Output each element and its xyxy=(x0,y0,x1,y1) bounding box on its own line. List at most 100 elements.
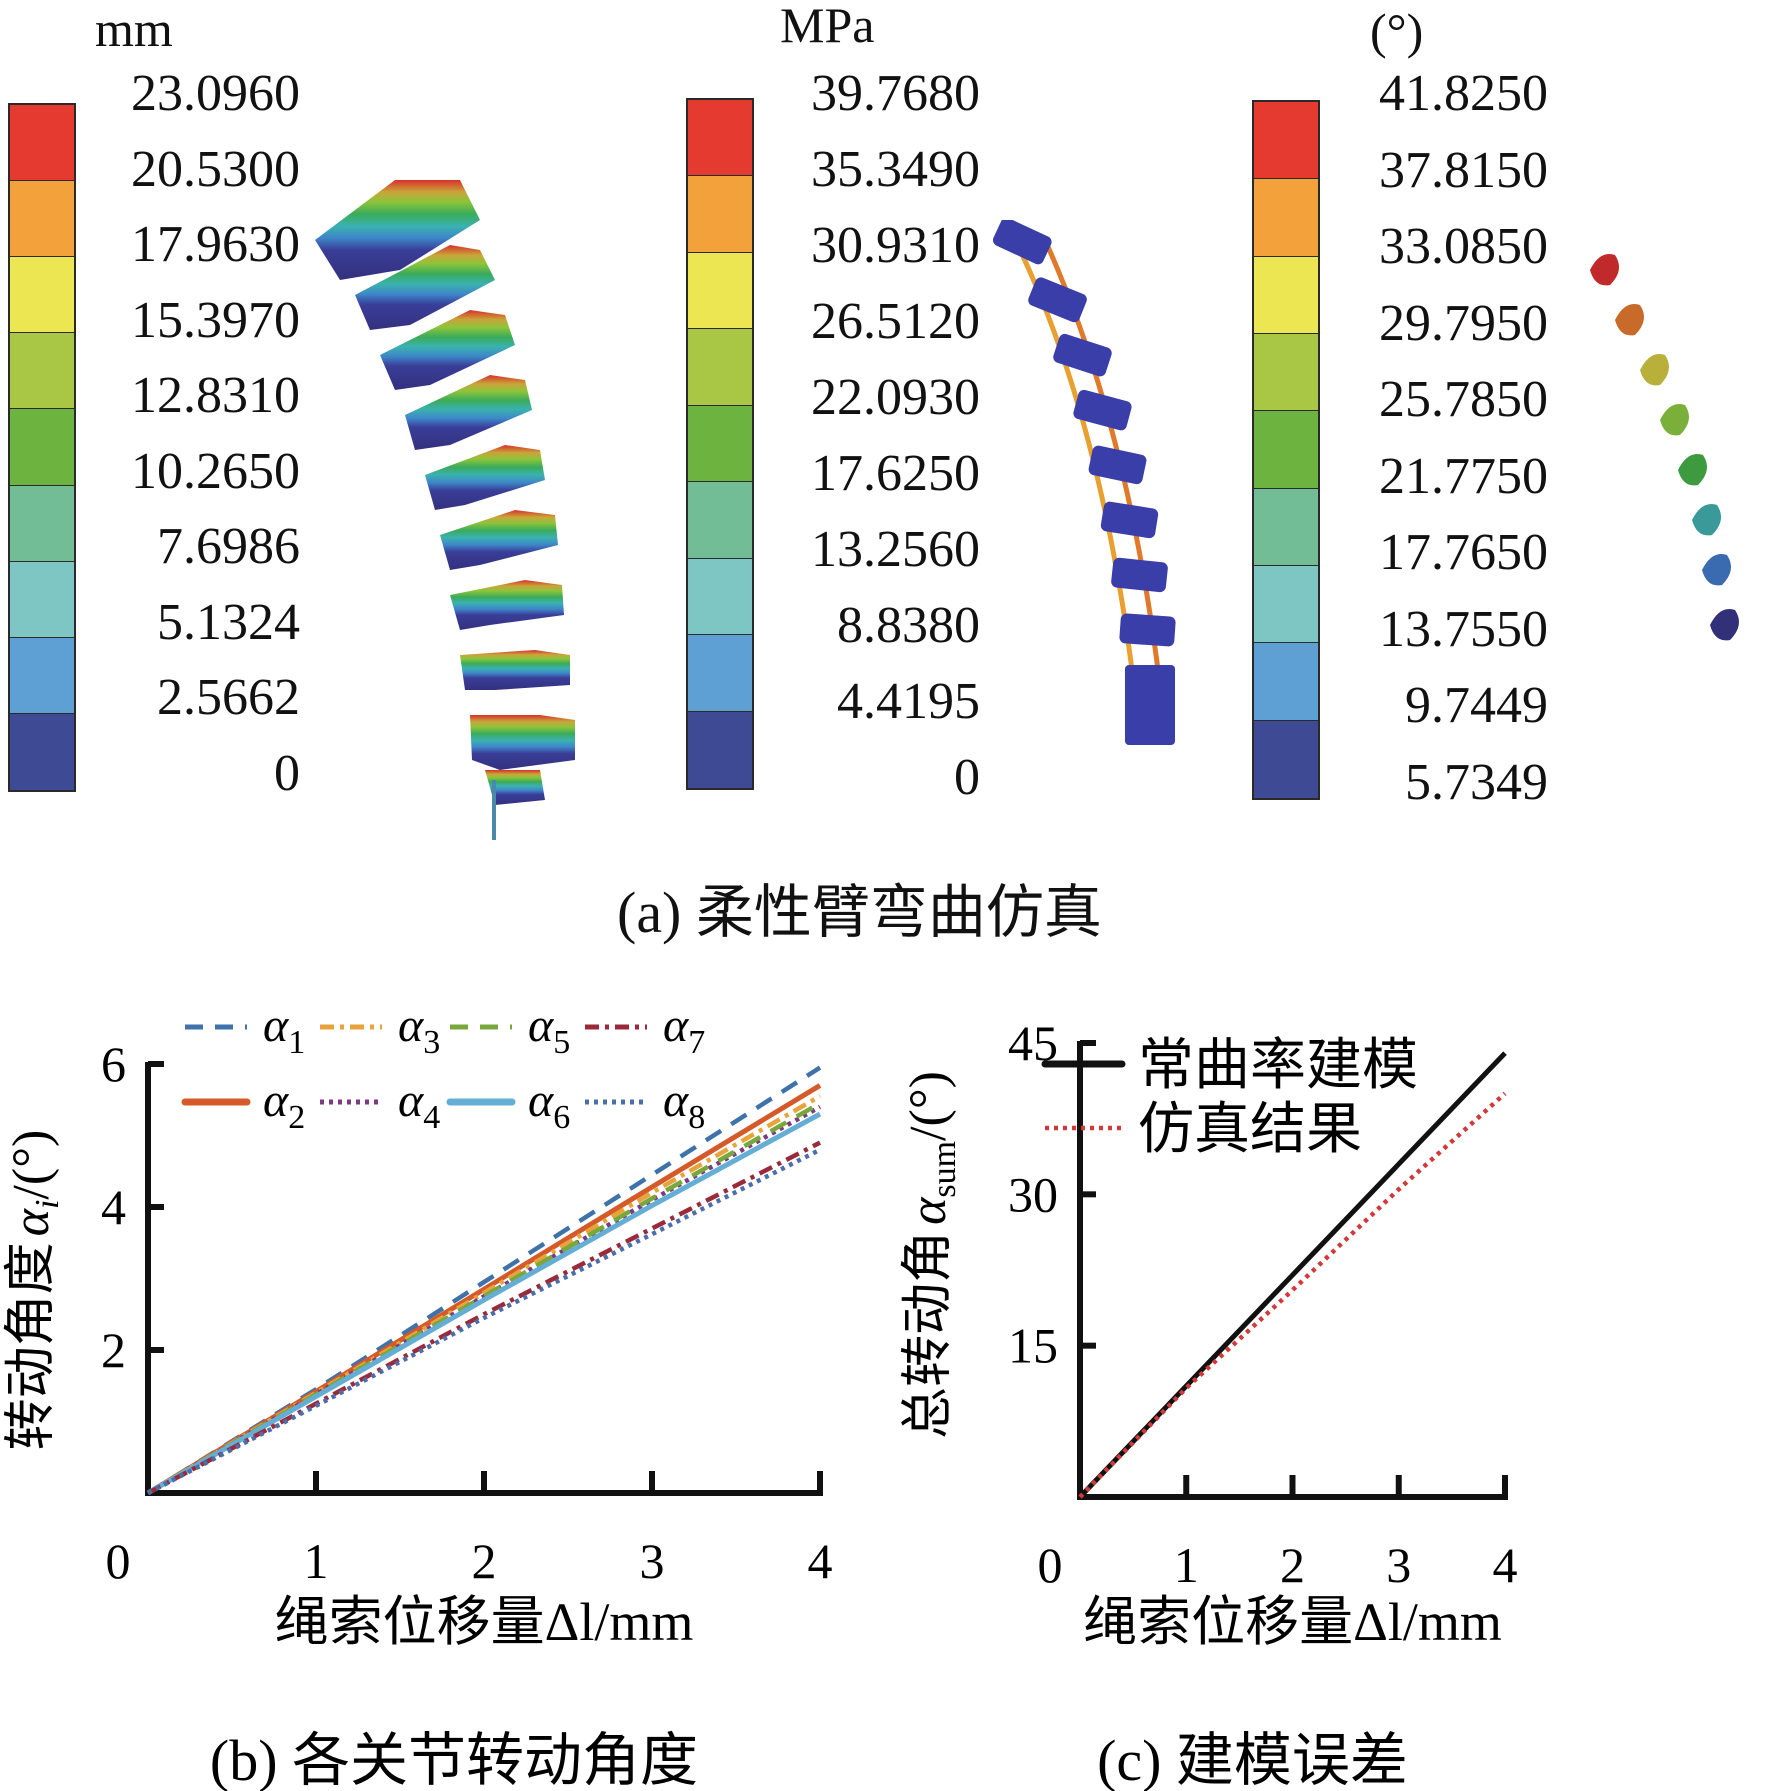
y-label-unit: /(°) xyxy=(3,1130,60,1200)
colorbar-tick-label: 0 xyxy=(954,749,980,806)
x-tick-label: 0 xyxy=(106,1533,131,1589)
y-tick-label: 6 xyxy=(101,1036,126,1092)
legend-2-colorbar xyxy=(686,98,754,790)
panel-a-caption: (a) 柔性臂弯曲仿真 xyxy=(617,880,1102,945)
y-axis-label: 转动角度 αi/(°) xyxy=(3,1130,66,1451)
colorbar-tick-label: 30.9310 xyxy=(811,217,980,274)
colorbar-band xyxy=(10,409,74,486)
legend-sub: 6 xyxy=(553,1099,570,1136)
legend-symbol: α xyxy=(663,1074,689,1127)
colorbar-tick-label: 41.8250 xyxy=(1379,65,1548,122)
colorbar-band xyxy=(10,181,74,258)
legend-sub: 8 xyxy=(688,1099,705,1136)
legend-symbol: α xyxy=(398,1074,424,1127)
colorbar-tick-label: 5.1324 xyxy=(157,593,300,651)
colorbar-band xyxy=(688,329,752,406)
legend-1-colorbar xyxy=(8,103,76,792)
colorbar-tick-label: 17.9630 xyxy=(131,216,300,273)
y-label-symbol: α xyxy=(900,1196,957,1225)
colorbar-band xyxy=(688,711,752,788)
legend-label: α2 xyxy=(263,1074,305,1136)
series-line-6 xyxy=(146,1111,822,1496)
colorbar-tick-label: 29.7950 xyxy=(1379,294,1548,352)
colorbar-band xyxy=(688,482,752,559)
colorbar-band xyxy=(1254,720,1318,798)
legend-sub: 7 xyxy=(688,1024,705,1061)
colorbar-band xyxy=(688,176,752,253)
y-tick-label: 2 xyxy=(101,1322,126,1378)
y-label-sub: sum xyxy=(926,1141,963,1198)
legend-label: α3 xyxy=(398,999,440,1061)
x-tick-label: 4 xyxy=(808,1533,833,1589)
x-axis-label: 绳索位移量Δl/mm xyxy=(275,1592,694,1652)
colorbar-tick-label: 39.7680 xyxy=(811,65,980,122)
y-label-unit: /(°) xyxy=(900,1071,957,1141)
y-label-sub: i xyxy=(29,1200,66,1209)
colorbar-band xyxy=(1254,565,1318,644)
x-tick-label: 1 xyxy=(1174,1537,1199,1593)
legend-sub: 1 xyxy=(288,1024,305,1061)
colorbar-band xyxy=(688,100,752,177)
legend-label: 常曲率建模 xyxy=(1138,1035,1418,1097)
colorbar-tick-label: 13.2560 xyxy=(811,521,980,578)
legend-label: 仿真结果 xyxy=(1138,1099,1362,1161)
colorbar-tick-label: 0 xyxy=(274,744,300,802)
y-axis-label-text: 转动角度 αi/(°) xyxy=(3,1130,66,1451)
y-label-prefix: 总转动角 xyxy=(900,1231,957,1439)
y-tick-label: 15 xyxy=(1008,1318,1058,1374)
colorbar-tick-label: 25.7850 xyxy=(1379,371,1548,428)
legend-1-unit: mm xyxy=(95,1,173,57)
chart-title: (c) 建模误差 xyxy=(1097,1728,1408,1791)
legend-sub: 5 xyxy=(553,1024,570,1061)
colorbar-band xyxy=(10,333,74,410)
colorbar-tick-label: 21.7750 xyxy=(1379,447,1548,505)
colorbar-band xyxy=(1254,256,1318,334)
colorbar-tick-label: 5.7349 xyxy=(1405,753,1548,811)
chart-title: (b) 各关节转动角度 xyxy=(210,1728,698,1791)
legend-label: α7 xyxy=(663,999,705,1061)
colorbar-tick-label: 9.7449 xyxy=(1405,677,1548,734)
colorbar-band xyxy=(1254,411,1318,489)
colorbar-tick-label: 7.6986 xyxy=(157,518,300,575)
y-tick-label: 4 xyxy=(101,1179,126,1235)
legend-3-unit: (°) xyxy=(1370,3,1424,59)
colorbar-band xyxy=(688,405,752,483)
legend-sub: 4 xyxy=(423,1099,440,1136)
legend-symbol: α xyxy=(528,1074,554,1127)
legend-label: α6 xyxy=(528,1074,570,1136)
colorbar-tick-label: 23.0960 xyxy=(131,65,300,122)
colorbar-tick-label: 17.6250 xyxy=(811,445,980,502)
colorbar-tick-label: 35.3490 xyxy=(811,141,980,198)
legend-3-colorbar xyxy=(1252,100,1320,800)
colorbar-band xyxy=(1254,333,1318,412)
colorbar-tick-label: 4.4195 xyxy=(837,673,980,730)
colorbar-tick-label: 10.2650 xyxy=(131,442,300,500)
stress-simulation-image xyxy=(992,220,1176,745)
displacement-simulation-image xyxy=(315,180,575,840)
x-tick-label: 4 xyxy=(1493,1537,1518,1593)
colorbar-tick-label: 33.0850 xyxy=(1379,218,1548,275)
y-axis-label-text: 总转动角 αsum/(°) xyxy=(900,1071,963,1439)
colorbar-band xyxy=(10,713,74,790)
colorbar-band xyxy=(10,257,74,334)
x-tick-label: 3 xyxy=(640,1533,665,1589)
x-tick-label: 0 xyxy=(1038,1537,1063,1593)
legend-sub: 2 xyxy=(288,1099,305,1136)
legend-symbol: α xyxy=(663,999,689,1052)
y-axis-label: 总转动角 αsum/(°) xyxy=(900,1071,963,1439)
y-label-symbol: α xyxy=(3,1207,60,1236)
colorbar-tick-label: 13.7550 xyxy=(1379,600,1548,658)
legend-symbol: α xyxy=(528,999,554,1052)
x-axis-label: 绳索位移量Δl/mm xyxy=(1083,1592,1502,1652)
legend-symbol: α xyxy=(263,1074,289,1127)
colorbar-band xyxy=(1254,179,1318,257)
y-tick-label: 30 xyxy=(1008,1166,1058,1222)
rotation-simulation-image xyxy=(1590,254,1739,641)
x-tick-label: 2 xyxy=(1280,1537,1305,1593)
legend-label: α8 xyxy=(663,1074,705,1136)
colorbar-band xyxy=(10,105,74,182)
colorbar-tick-label: 37.8150 xyxy=(1379,141,1548,199)
legend-symbol: α xyxy=(263,999,289,1052)
